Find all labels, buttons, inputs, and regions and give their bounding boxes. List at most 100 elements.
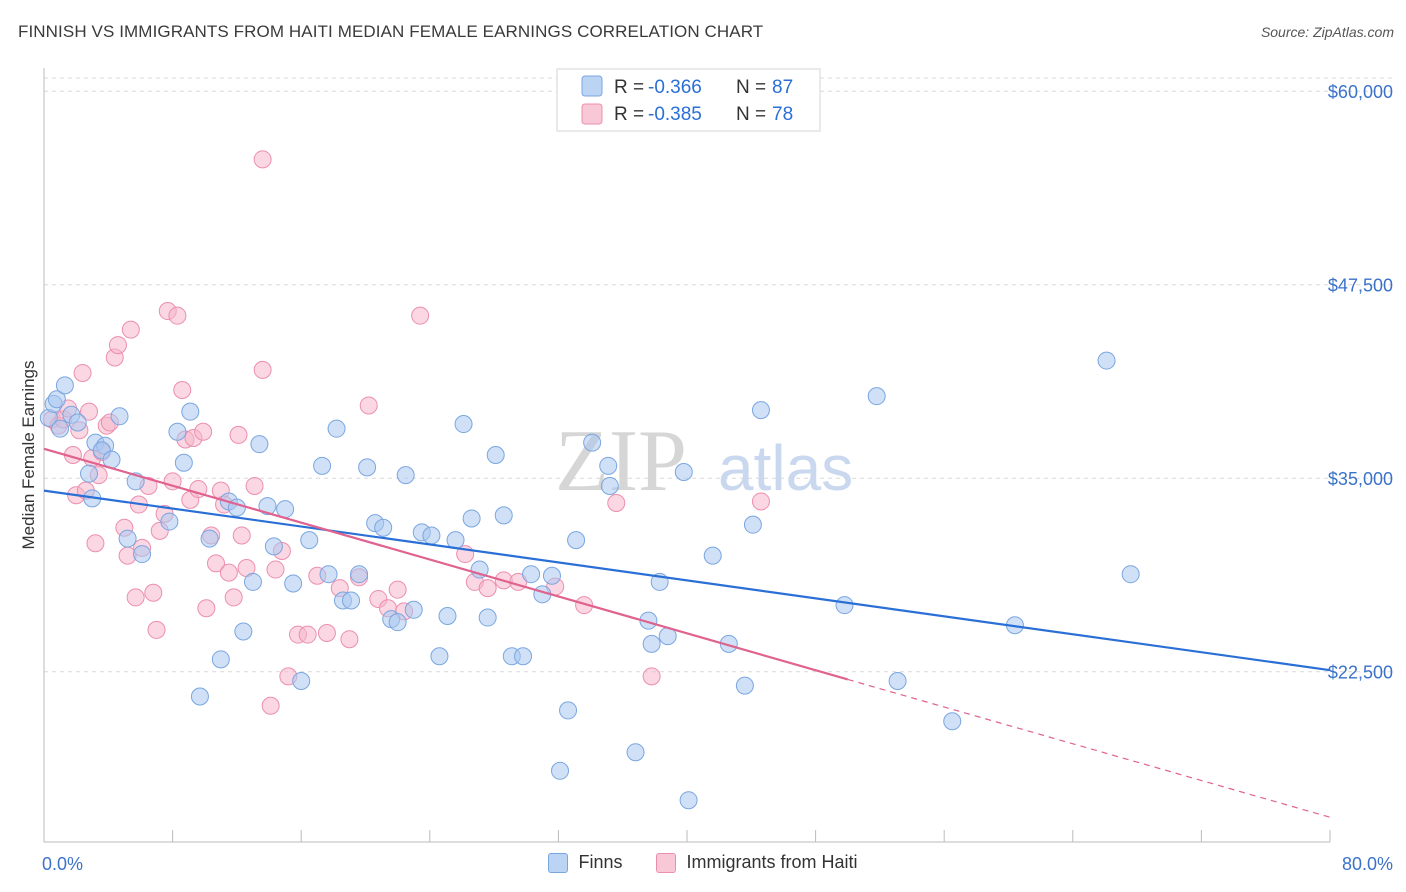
finns-legend-swatch — [581, 75, 603, 97]
finns-point — [51, 419, 70, 438]
finns-point — [284, 574, 303, 593]
haiti-point — [642, 667, 661, 686]
finns-point — [300, 531, 319, 550]
finns-point — [735, 676, 754, 695]
haiti-point — [359, 396, 378, 415]
finns-point — [422, 526, 441, 545]
finns-point — [313, 456, 332, 475]
haiti-point — [147, 620, 166, 639]
finns-point — [319, 565, 338, 584]
finns-point — [168, 422, 187, 441]
haiti-point — [207, 554, 226, 573]
x-tick-label-min: 0.0% — [42, 854, 83, 874]
haiti-point — [253, 150, 272, 169]
x-tick-labels: 0.0% 80.0% — [42, 854, 1393, 874]
axes — [43, 68, 1331, 843]
finns-point — [600, 476, 619, 495]
finns-point — [542, 566, 561, 585]
y-tick-label: $60,000 — [1328, 82, 1393, 102]
finns-point — [470, 560, 489, 579]
haiti-point — [108, 336, 127, 355]
haiti-point — [224, 588, 243, 607]
finns-point — [835, 596, 854, 615]
haiti-legend-swatch — [581, 103, 603, 125]
haiti-point — [411, 306, 430, 325]
y-tick-label: $47,500 — [1328, 276, 1393, 296]
finns-point — [110, 407, 129, 426]
stats-legend: R = -0.366 N = 87 R = -0.385 N = 78 — [556, 68, 821, 132]
finns-point — [276, 500, 295, 519]
finns-n-label: N = — [736, 77, 766, 98]
legend-item-haiti: Immigrants from Haiti — [656, 852, 858, 873]
haiti-point — [261, 696, 280, 715]
finns-point — [514, 647, 533, 666]
haiti-point — [126, 588, 145, 607]
finns-point — [55, 376, 74, 395]
source-credit: Source: ZipAtlas.com — [1260, 24, 1394, 40]
haiti-point — [168, 306, 187, 325]
haiti-n-value: 78 — [772, 104, 793, 125]
finns-point — [454, 415, 473, 434]
haiti-point — [298, 625, 317, 644]
finns-point — [47, 390, 66, 409]
haiti-point — [229, 425, 248, 444]
finns-swatch — [548, 852, 569, 873]
finns-point — [374, 518, 393, 537]
finns-point — [1097, 351, 1116, 370]
haiti-point — [144, 583, 163, 602]
finns-point — [751, 401, 770, 420]
finns-point — [494, 506, 513, 525]
finns-point — [292, 672, 311, 691]
finns-point — [703, 546, 722, 565]
finns-point — [358, 458, 377, 477]
haiti-n-label: N = — [736, 104, 766, 125]
finns-point — [404, 600, 423, 619]
watermark-zip: ZIP — [555, 413, 687, 510]
haiti-trend-line — [43, 447, 849, 681]
finns-point — [559, 701, 578, 720]
haiti-point — [607, 493, 626, 512]
haiti-r-label: R = — [614, 104, 644, 125]
finns-point — [118, 529, 137, 548]
trend-lines — [43, 447, 1331, 818]
finns-r-value: -0.366 — [648, 77, 702, 98]
finns-point — [396, 466, 415, 485]
haiti-point — [245, 476, 264, 495]
finns-point — [626, 743, 645, 762]
haiti-swatch — [656, 852, 677, 873]
finns-point — [867, 387, 886, 406]
finns-point — [1121, 565, 1140, 584]
haiti-point — [86, 534, 105, 553]
haiti-point — [173, 380, 192, 399]
finns-point — [642, 634, 661, 653]
finns-points — [39, 351, 1140, 810]
finns-trend-line — [43, 489, 1331, 672]
haiti-point — [73, 363, 92, 382]
finns-point — [190, 687, 209, 706]
finns-point — [342, 591, 361, 610]
finns-point — [327, 419, 346, 438]
chart-title: FINNISH VS IMMIGRANTS FROM HAITI MEDIAN … — [18, 22, 764, 41]
haiti-point — [194, 422, 213, 441]
finns-point — [160, 512, 179, 531]
series-legend: Finns Immigrants from Haiti — [0, 852, 1406, 873]
haiti-point — [317, 624, 336, 643]
finns-point — [679, 791, 698, 810]
haiti-point — [253, 360, 272, 379]
finns-point — [583, 433, 602, 452]
finns-point — [211, 650, 230, 669]
finns-point — [350, 565, 369, 584]
legend-label-finns: Finns — [578, 852, 623, 872]
y-tick-label: $35,000 — [1328, 469, 1393, 489]
y-tick-label: $22,500 — [1328, 663, 1393, 683]
watermark-atlas: atlas — [718, 432, 853, 504]
finns-point — [462, 509, 481, 528]
finns-r-label: R = — [614, 77, 644, 98]
finns-point — [181, 402, 200, 421]
y-tick-labels: $22,500 $35,000 $47,500 $60,000 — [1328, 82, 1393, 683]
finns-point — [522, 565, 541, 584]
finns-point — [599, 456, 618, 475]
haiti-point — [197, 599, 216, 618]
finns-point — [743, 515, 762, 534]
